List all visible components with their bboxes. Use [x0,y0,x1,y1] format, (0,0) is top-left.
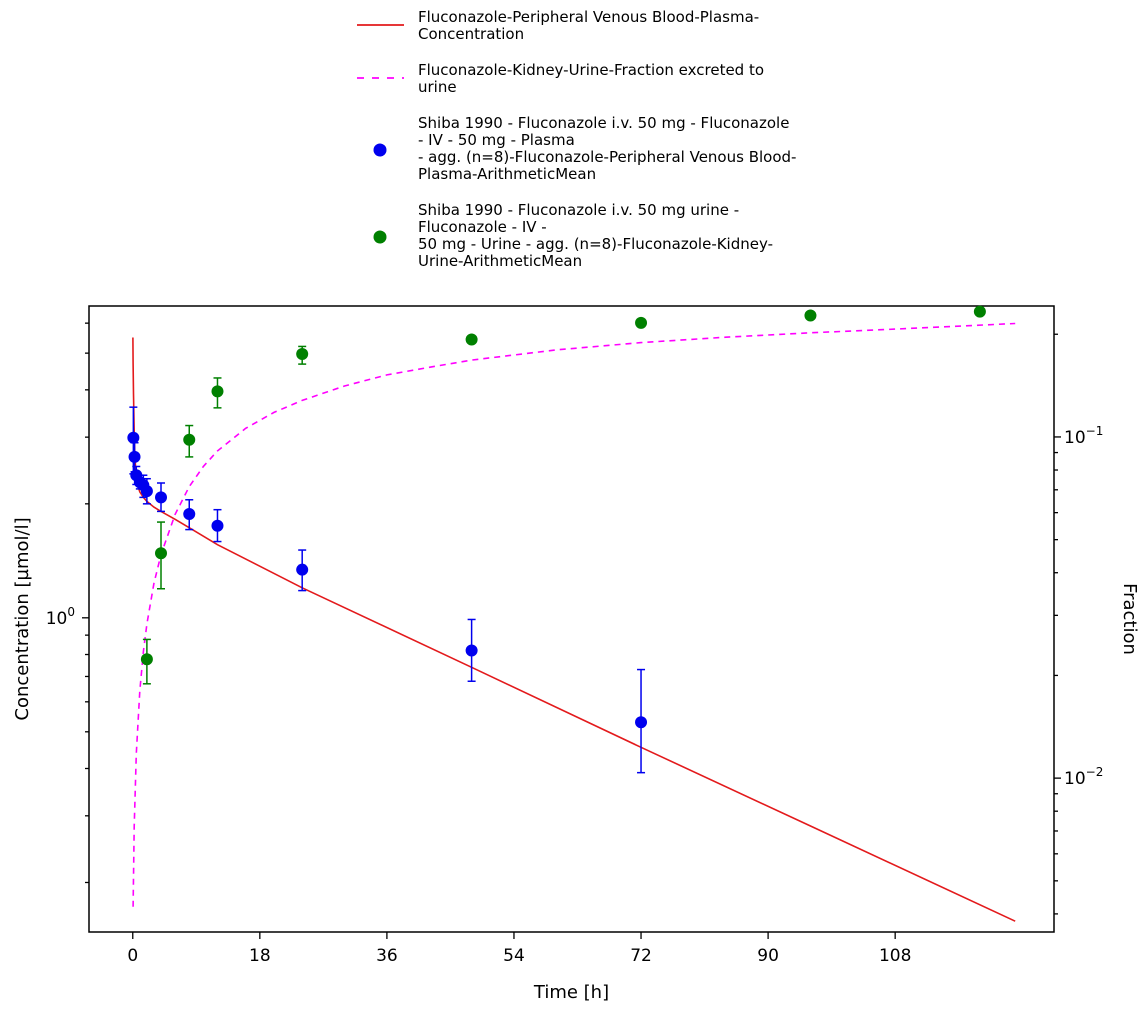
data-point [155,491,168,504]
legend-label: Shiba 1990 - Fluconazole i.v. 50 mg - Fl… [418,114,789,132]
plasma-concentration-curve [132,337,1016,922]
legend-label: 50 mg - Urine - agg. (n=8)-Fluconazole-K… [418,235,773,253]
data-point [140,653,153,666]
x-tick-label: 36 [376,946,398,966]
urine-fraction-curve [132,322,1016,907]
y-right-tick-label: 10−1 [1064,424,1103,448]
x-tick-label: 18 [249,946,271,966]
x-tick-label: 0 [127,946,138,966]
data-point [465,644,478,657]
legend-label: Urine-ArithmeticMean [418,252,582,270]
legend-label: - agg. (n=8)-Fluconazole-Peripheral Veno… [418,148,796,166]
legend-label: Fluconazole-Peripheral Venous Blood-Plas… [418,8,759,26]
data-point [128,450,141,463]
data-point [973,305,986,318]
legend-label: Shiba 1990 - Fluconazole i.v. 50 mg urin… [418,201,739,219]
x-tick-label: 54 [503,946,525,966]
legend-entry: Shiba 1990 - Fluconazole i.v. 50 mg - Fl… [373,114,796,183]
plot-area: 0 18 36 54 72 90 108 100 10−1 10−2 [46,305,1103,966]
y-axis-left-title: Concentration [µmol/l] [12,517,33,720]
legend-label: Plasma-ArithmeticMean [418,165,596,183]
legend-label: Fluconazole-Kidney-Urine-Fraction excret… [418,61,764,79]
legend-entry: Fluconazole-Kidney-Urine-Fraction excret… [357,61,764,96]
data-point [635,316,648,329]
series-points-2 [127,406,648,774]
x-axis-title: Time [h] [533,982,609,1003]
data-point [183,433,196,446]
legend: Fluconazole-Peripheral Venous Blood-Plas… [357,8,796,270]
series-points-3 [140,305,986,685]
data-point [296,563,309,576]
legend-label: urine [418,78,457,96]
legend-label: Fluconazole - IV - [418,218,547,236]
y-left-tick-label: 100 [46,605,75,629]
data-point [211,519,224,532]
data-point [155,547,168,560]
axes: 0 18 36 54 72 90 108 100 10−1 10−2 [46,305,1103,966]
data-point [465,333,478,346]
legend-label: - IV - 50 mg - Plasma [418,131,575,149]
legend-entry: Shiba 1990 - Fluconazole i.v. 50 mg urin… [373,201,773,270]
legend-label: Concentration [418,25,524,43]
x-tick-label: 72 [630,946,652,966]
legend-entry: Fluconazole-Peripheral Venous Blood-Plas… [357,8,759,43]
y-axis-right-title: Fraction [1119,583,1140,655]
legend-swatch-marker [373,143,387,157]
data-point [296,348,309,361]
data-point [183,508,196,521]
y-right-tick-label: 10−2 [1064,765,1103,789]
x-tick-label: 108 [879,946,911,966]
data-point [127,431,140,444]
data-point [804,309,817,322]
data-point [211,385,224,398]
legend-swatch-marker [373,230,387,244]
data-point [140,485,153,498]
x-tick-label: 90 [757,946,779,966]
data-point [635,716,648,729]
plot-frame [88,305,1055,933]
series-layer [127,305,1016,922]
